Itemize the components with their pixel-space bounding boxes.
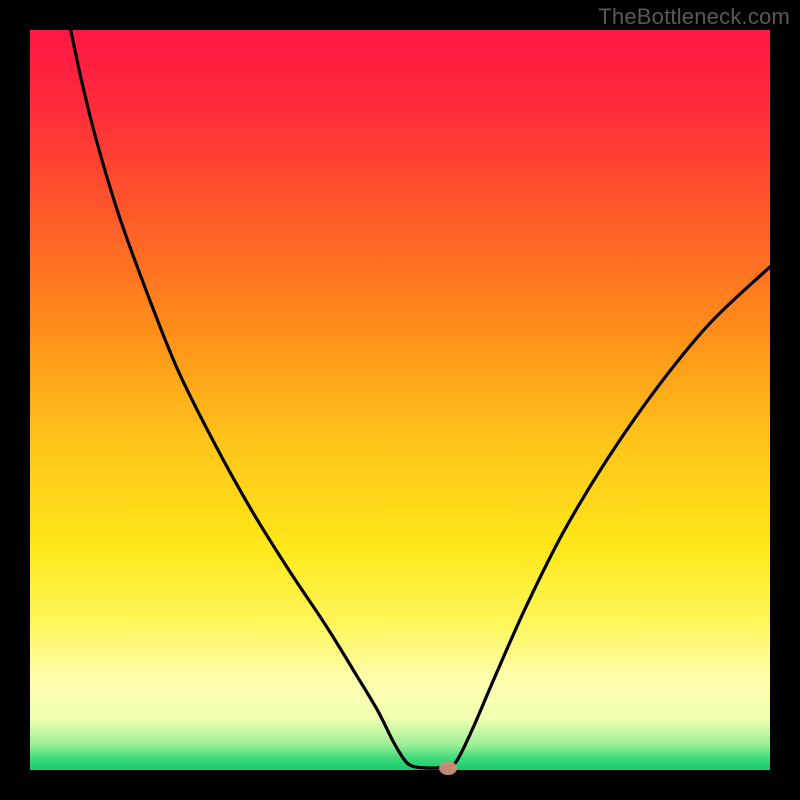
bottleneck-chart <box>0 0 800 800</box>
watermark-text: TheBottleneck.com <box>598 4 790 30</box>
chart-wrapper: TheBottleneck.com <box>0 0 800 800</box>
plot-background <box>30 30 770 770</box>
optimum-marker <box>439 761 457 775</box>
